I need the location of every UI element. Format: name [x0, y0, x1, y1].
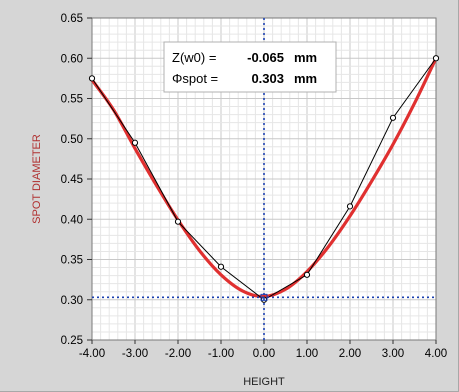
y-tick-label: 0.65	[61, 13, 83, 25]
z-label: Z(w0) =	[172, 50, 216, 65]
y-tick-label: 0.35	[61, 255, 83, 267]
fit-curve	[90, 56, 438, 299]
x-tick-label: -4.00	[79, 348, 105, 360]
measured-point	[174, 218, 182, 225]
x-tick-label: -2.00	[165, 348, 191, 360]
x-tick-label: 2.00	[339, 348, 361, 360]
measured-point	[346, 203, 354, 210]
x-tick-label: 0.00	[253, 348, 275, 360]
y-tick-label: 0.50	[61, 134, 83, 146]
y-tick-label: 0.55	[61, 94, 83, 106]
phi-label: Φspot =	[172, 71, 218, 86]
measured-point	[131, 139, 139, 146]
crosshair[interactable]	[92, 18, 436, 340]
y-tick-label: 0.40	[61, 214, 83, 226]
y-tick-label: 0.25	[61, 335, 83, 347]
y-tick-label: 0.30	[61, 295, 83, 307]
x-tick-label: 3.00	[382, 348, 404, 360]
measured-point	[217, 263, 225, 270]
x-axis-label: HEIGHT	[243, 376, 285, 388]
crosshair-cursor[interactable]	[260, 293, 268, 301]
y-axis-label: SPOT DIAMETER	[31, 134, 43, 224]
measured-point	[303, 271, 311, 278]
readout-background	[163, 41, 337, 93]
y-tick-label: 0.45	[61, 174, 83, 186]
x-tick-label: -3.00	[122, 348, 148, 360]
measured-point	[88, 75, 96, 82]
measured-point	[389, 114, 397, 121]
x-tick-label: 1.00	[296, 348, 318, 360]
z-value: -0.065	[247, 50, 284, 65]
x-tick-label: -1.00	[208, 348, 234, 360]
phi-unit: mm	[294, 71, 317, 86]
tick-labels: -4.00 -3.00 -2.00 -1.00 0.00 1.00 2.00 3.00 4.00…	[61, 13, 448, 360]
readout-box: Z(w0) = -0.065 mm Φspot = 0.303 mm	[163, 41, 337, 93]
x-tick-label: 4.00	[425, 348, 447, 360]
phi-value: 0.303	[251, 71, 284, 86]
y-tick-label: 0.60	[61, 53, 83, 65]
measured-point	[432, 55, 440, 62]
z-unit: mm	[294, 50, 317, 65]
